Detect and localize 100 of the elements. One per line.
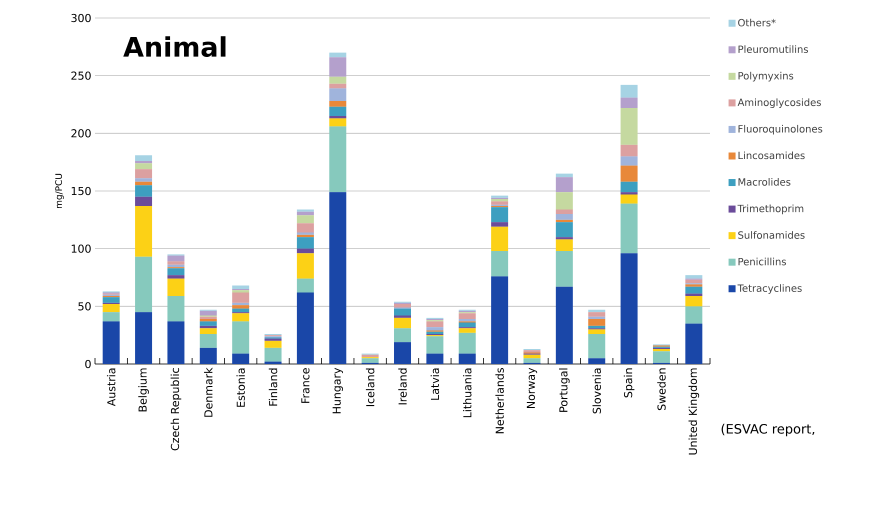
bar bbox=[167, 275, 184, 279]
x-tick-label: Hungary bbox=[332, 368, 343, 414]
bar bbox=[167, 296, 184, 322]
text: Animal bbox=[123, 36, 226, 58]
bar bbox=[232, 354, 250, 364]
bar bbox=[135, 163, 152, 170]
y-tick-label: 200 bbox=[71, 129, 91, 138]
bar bbox=[556, 239, 573, 251]
bar bbox=[264, 348, 282, 362]
bar bbox=[458, 313, 476, 320]
bar bbox=[329, 106, 346, 116]
bar bbox=[685, 296, 702, 306]
x-tick-label: Czech Republic bbox=[170, 368, 182, 450]
x-tick-label: Netherlands bbox=[495, 368, 504, 434]
bar bbox=[491, 226, 508, 251]
x-tick-label: Lithuania bbox=[463, 368, 472, 418]
bar bbox=[620, 84, 638, 98]
bar bbox=[556, 174, 573, 178]
x-tick-label: Portugal bbox=[559, 368, 570, 412]
bar bbox=[426, 336, 444, 354]
bar bbox=[167, 278, 184, 296]
bar bbox=[620, 182, 638, 192]
bar bbox=[135, 312, 152, 364]
bar bbox=[296, 248, 314, 254]
legend-label: Pleuromutilins bbox=[738, 45, 808, 53]
y-tick-label: 150 bbox=[72, 186, 91, 196]
bar bbox=[491, 201, 508, 205]
bar bbox=[394, 328, 412, 342]
legend-label: Macrolides bbox=[738, 178, 790, 186]
bar bbox=[200, 348, 217, 364]
y-tick-label: 250 bbox=[71, 72, 91, 80]
bar bbox=[394, 342, 412, 364]
bar bbox=[620, 194, 638, 204]
bar bbox=[200, 321, 217, 326]
x-tick-label: Norway bbox=[526, 368, 538, 408]
bar bbox=[329, 192, 346, 364]
y-tick-label: 300 bbox=[71, 14, 91, 22]
bar bbox=[588, 316, 606, 320]
bar bbox=[685, 275, 702, 279]
text: (ESVAC report, bbox=[722, 424, 814, 436]
legend-label: Fluoroquinolones bbox=[738, 124, 822, 135]
bar bbox=[329, 101, 346, 107]
bar bbox=[556, 250, 573, 287]
bar bbox=[296, 253, 314, 279]
bar bbox=[135, 155, 152, 161]
bar bbox=[296, 237, 314, 249]
bar bbox=[329, 84, 346, 88]
bar bbox=[685, 306, 702, 324]
legend-label: Trimethoprim bbox=[738, 204, 804, 214]
x-tick-label: Finland bbox=[268, 368, 278, 406]
bar bbox=[458, 332, 476, 354]
bar bbox=[588, 319, 606, 326]
bar bbox=[491, 276, 508, 364]
bar bbox=[458, 354, 476, 364]
bar bbox=[232, 286, 250, 290]
bar bbox=[652, 351, 670, 363]
bar bbox=[362, 358, 379, 363]
x-tick-label: Ireland bbox=[398, 368, 407, 404]
x-tick-label: Spain bbox=[624, 368, 634, 398]
bar bbox=[232, 305, 250, 309]
bar bbox=[620, 166, 638, 182]
bar bbox=[135, 185, 152, 197]
bar bbox=[394, 304, 412, 308]
bar bbox=[588, 329, 606, 334]
legend-label: Sulfonamides bbox=[738, 231, 805, 239]
y-tick-label: 0 bbox=[85, 360, 91, 368]
bar bbox=[232, 313, 250, 322]
bar bbox=[685, 280, 702, 284]
bar bbox=[102, 297, 120, 303]
bar bbox=[200, 310, 217, 316]
x-tick-label: Latvia bbox=[430, 368, 440, 400]
bar bbox=[491, 250, 508, 276]
bar bbox=[296, 212, 314, 216]
bar bbox=[652, 348, 670, 352]
bar bbox=[232, 321, 250, 354]
x-tick-label: Austria bbox=[106, 368, 116, 406]
x-tick-label: Estonia bbox=[236, 368, 245, 407]
bar bbox=[232, 292, 250, 303]
bar bbox=[329, 118, 346, 126]
bar bbox=[329, 126, 346, 192]
legend-label: Aminoglycosides bbox=[738, 98, 821, 108]
bar bbox=[167, 321, 184, 364]
bar bbox=[620, 144, 638, 156]
legend-label: Tetracyclines bbox=[738, 284, 802, 294]
bar bbox=[296, 215, 314, 224]
bar bbox=[588, 334, 606, 358]
bar bbox=[102, 321, 120, 364]
bar bbox=[588, 312, 606, 317]
bar bbox=[685, 286, 702, 294]
bar bbox=[329, 57, 346, 77]
bar bbox=[491, 222, 508, 227]
legend-label: Lincosamides bbox=[738, 151, 805, 160]
bar bbox=[426, 354, 444, 364]
bar bbox=[135, 196, 152, 206]
bar bbox=[523, 358, 540, 363]
bar bbox=[556, 192, 573, 210]
bar bbox=[329, 88, 346, 102]
bar bbox=[296, 278, 314, 292]
bar bbox=[200, 316, 217, 320]
bar bbox=[102, 304, 120, 312]
